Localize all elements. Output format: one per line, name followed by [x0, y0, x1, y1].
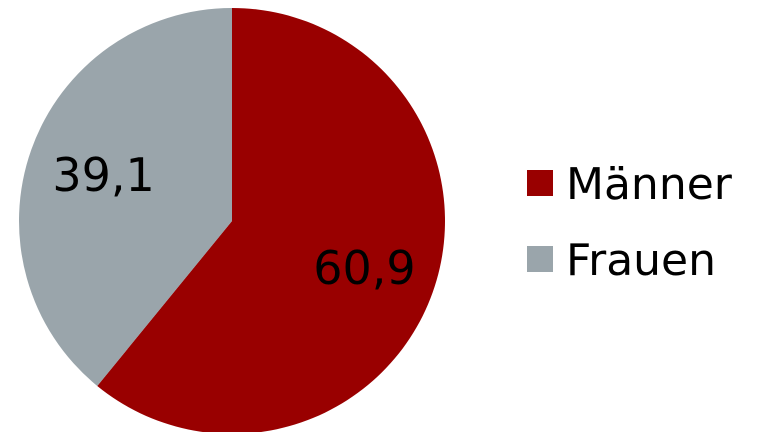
legend-swatch-frauen	[527, 246, 553, 272]
pie-slice-maenner	[97, 8, 445, 432]
pie-slices	[18, 8, 445, 432]
legend-label-frauen: Frauen	[566, 235, 716, 286]
data-label-maenner: 60,9	[313, 241, 415, 295]
legend: Männer Frauen	[527, 159, 733, 286]
pie-data-labels: 60,9 39,1	[52, 148, 415, 295]
legend-swatch-maenner	[527, 170, 553, 196]
legend-label-maenner: Männer	[566, 159, 733, 210]
pie-slice-frauen	[18, 8, 232, 386]
data-label-frauen: 39,1	[52, 148, 154, 202]
